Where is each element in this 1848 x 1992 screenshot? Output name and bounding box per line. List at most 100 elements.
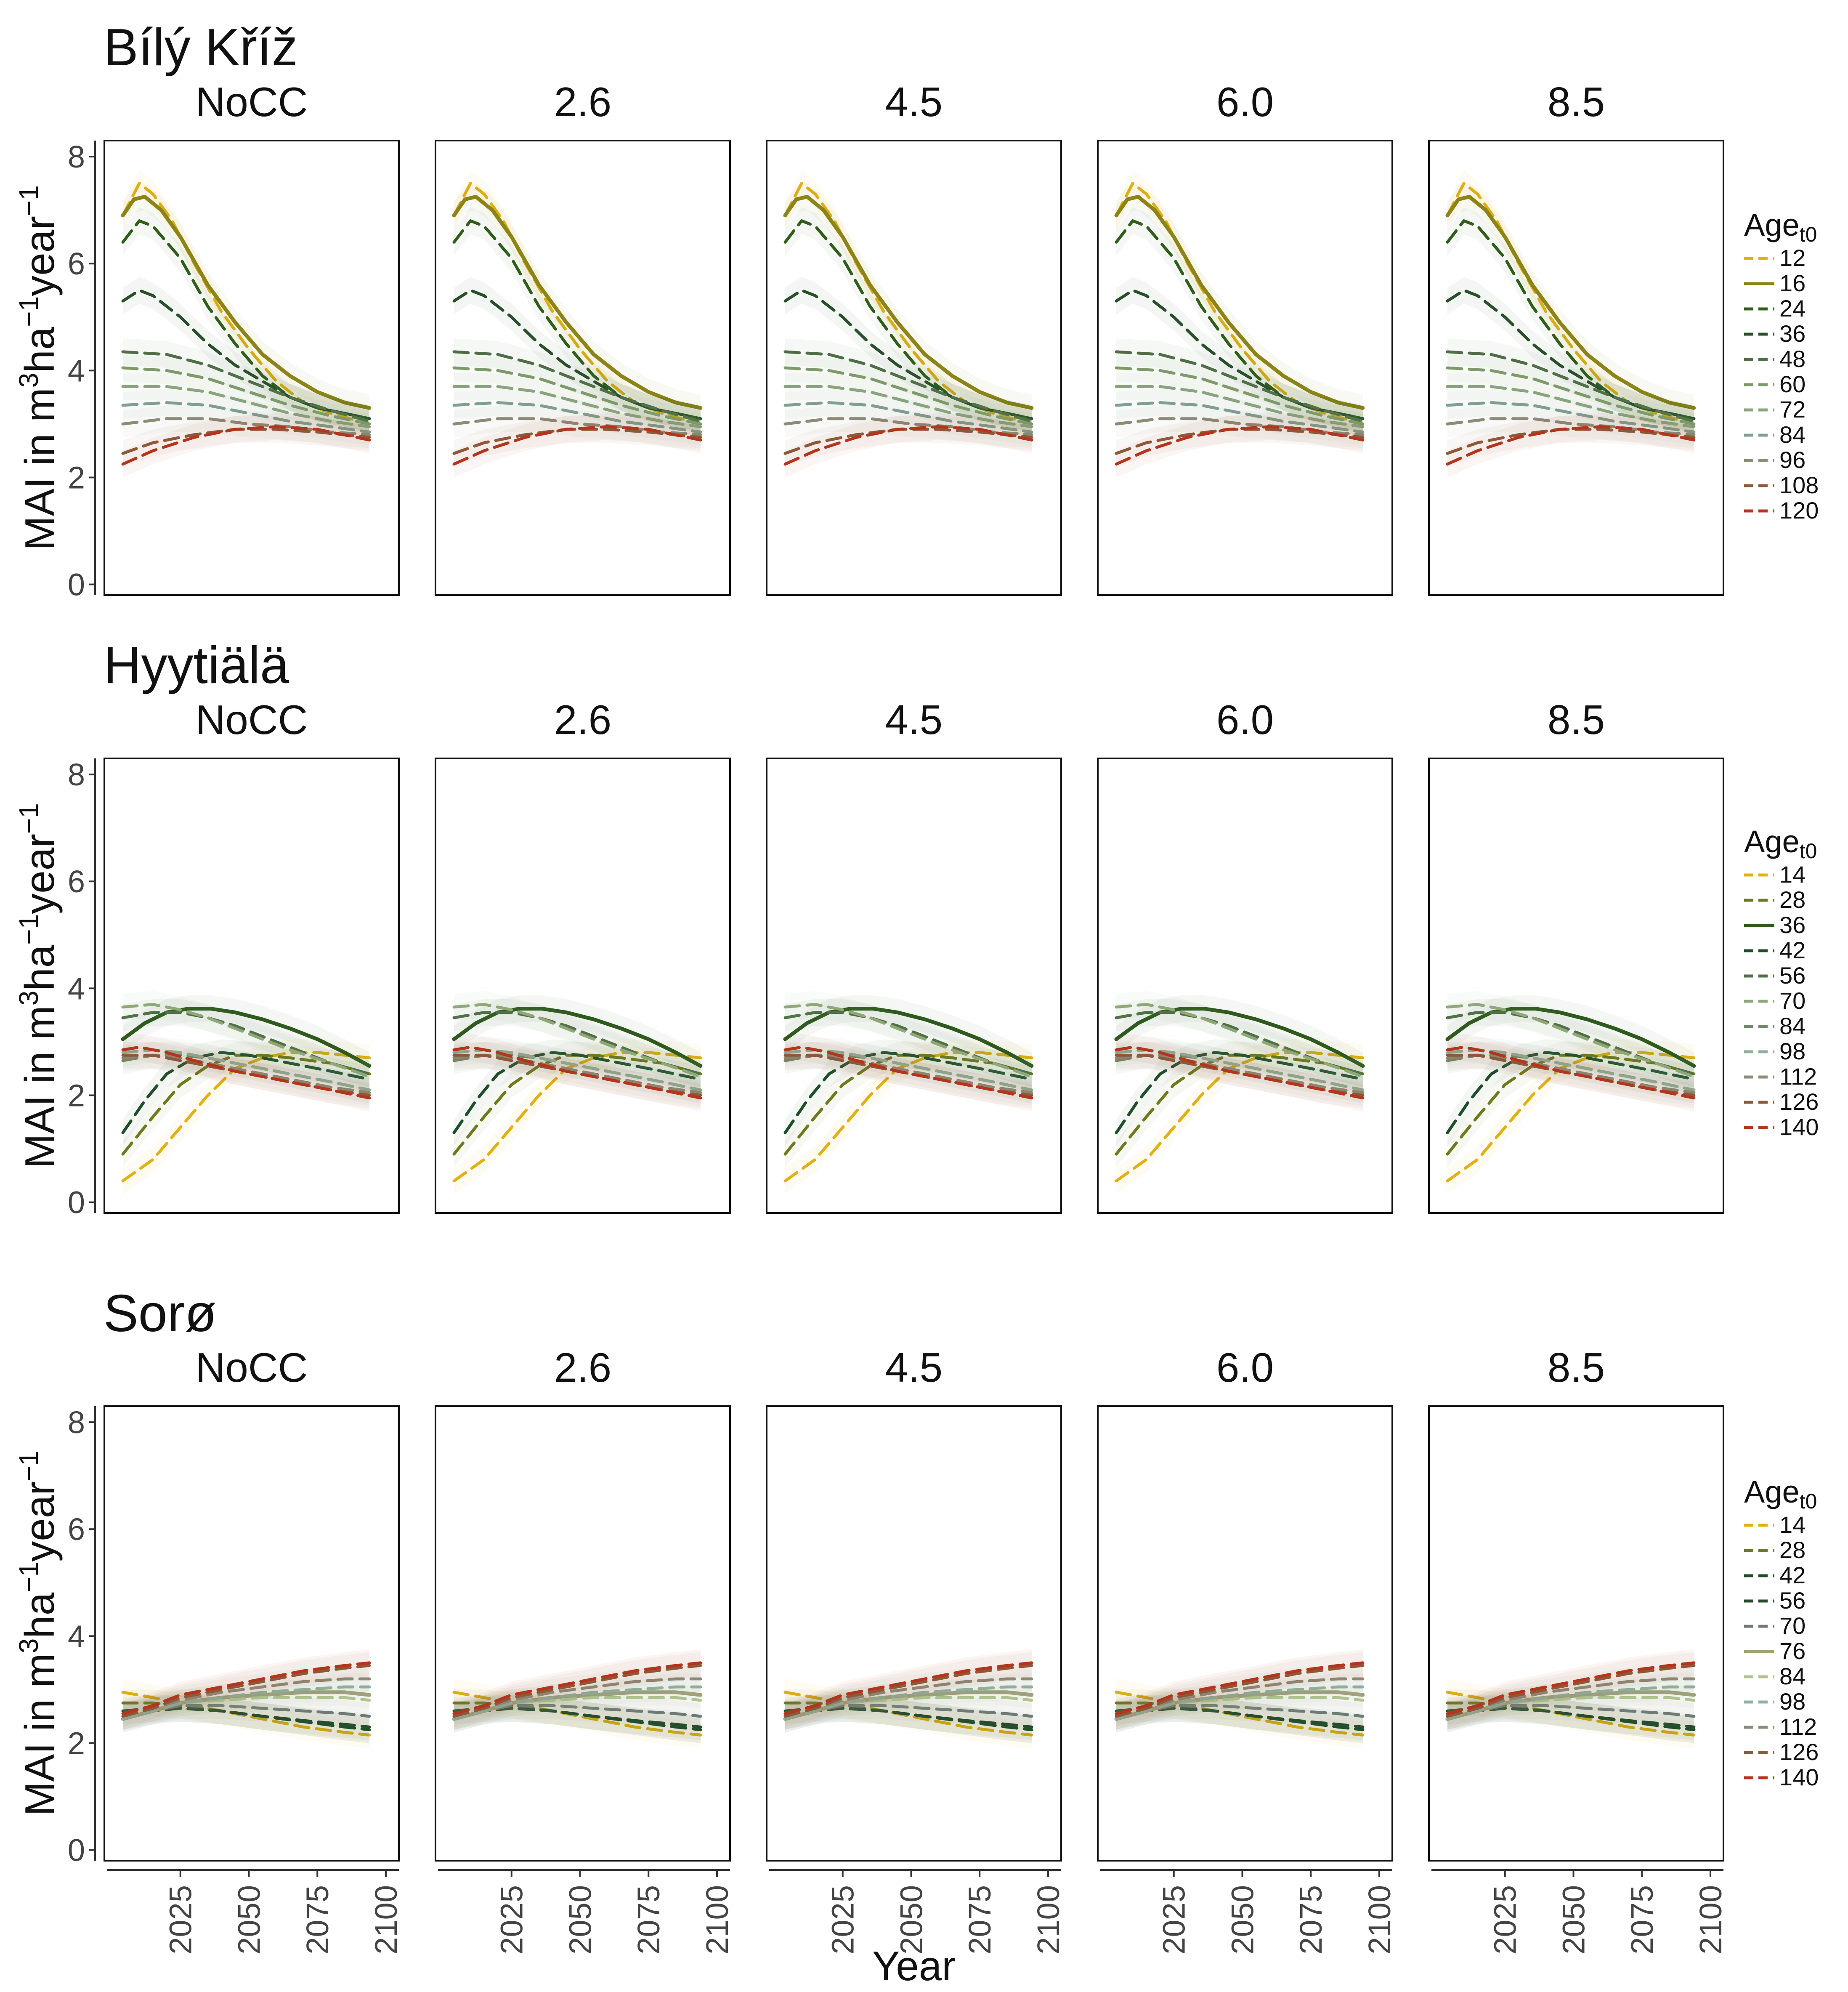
series-band-36 bbox=[454, 277, 701, 432]
series-band-120 bbox=[1447, 413, 1694, 478]
series-line-84 bbox=[783, 401, 1033, 434]
series-line-36 bbox=[1115, 289, 1365, 420]
series-line-140 bbox=[1115, 1661, 1365, 1715]
series-band-70 bbox=[1447, 991, 1694, 1090]
series-band-70 bbox=[1116, 991, 1363, 1090]
panel-title: 2.6 bbox=[554, 1344, 611, 1391]
panel-frame bbox=[1097, 1405, 1393, 1862]
y-tick-label: 4 bbox=[68, 353, 85, 388]
legend-label: 84 bbox=[1779, 1663, 1806, 1689]
series-band-140 bbox=[454, 1034, 701, 1112]
series-band-48 bbox=[1116, 338, 1363, 435]
panel-title: NoCC bbox=[196, 79, 308, 125]
series-line-36 bbox=[1446, 289, 1696, 420]
y-axis-title-part: −1 bbox=[13, 914, 44, 945]
legend-title-sub: t0 bbox=[1800, 839, 1817, 863]
series-band-70 bbox=[454, 991, 701, 1090]
series-line-120 bbox=[1446, 425, 1696, 466]
series-line-12 bbox=[783, 182, 1033, 426]
legend-label: 28 bbox=[1779, 1537, 1806, 1563]
panel-title: 8.5 bbox=[1548, 79, 1605, 125]
x-tick-label: 2025 bbox=[494, 1885, 529, 1955]
series-line-140 bbox=[1446, 1045, 1696, 1100]
panel-2.6: 2.6 bbox=[435, 697, 731, 1214]
panel-title: 4.5 bbox=[885, 1344, 943, 1391]
series-band-56 bbox=[454, 999, 701, 1088]
y-tick-label: 2 bbox=[68, 1726, 85, 1761]
x-tick-label: 2075 bbox=[1625, 1885, 1659, 1955]
y-tick-label: 8 bbox=[68, 139, 85, 174]
series-band-70 bbox=[785, 991, 1032, 1090]
series-band-140 bbox=[1116, 1034, 1363, 1112]
legend-label: 70 bbox=[1779, 987, 1806, 1014]
series-band-126 bbox=[1116, 1042, 1363, 1109]
panel-title: 2.6 bbox=[554, 697, 611, 743]
panel-2.6: 2.6 2025 2050 2075 2100 bbox=[435, 1344, 735, 1955]
legend-label: 14 bbox=[1779, 1511, 1806, 1538]
x-tick-label: 2025 bbox=[163, 1885, 198, 1955]
series-band-140 bbox=[1447, 1649, 1694, 1727]
series-line-60 bbox=[452, 366, 702, 426]
series-band-12 bbox=[454, 170, 701, 438]
site-title: Sorø bbox=[104, 1285, 217, 1343]
panel-4.5: 4.5 bbox=[766, 79, 1062, 596]
x-tick-label: 2050 bbox=[894, 1885, 929, 1955]
x-tick-label: 2100 bbox=[369, 1885, 404, 1955]
legend-label: 14 bbox=[1779, 861, 1806, 888]
y-axis-title: MAI in m3ha−1year−1 bbox=[13, 803, 63, 1168]
panel-4.5: 4.5 bbox=[766, 697, 1062, 1214]
panel-6.0: 6.0 bbox=[1097, 79, 1393, 596]
panel-frame bbox=[1097, 758, 1393, 1214]
x-tick-label: 2075 bbox=[300, 1885, 335, 1955]
series-line-28 bbox=[452, 1053, 702, 1156]
series-band-96 bbox=[1116, 405, 1363, 448]
series-line-24 bbox=[783, 219, 1033, 420]
series-line-72 bbox=[1115, 385, 1365, 428]
series-line-42 bbox=[1115, 1051, 1365, 1134]
y-tick-label: 6 bbox=[68, 1512, 85, 1547]
legend-label: 126 bbox=[1779, 1739, 1819, 1765]
panel-2.6: 2.6 bbox=[435, 79, 731, 596]
series-band-36 bbox=[123, 995, 369, 1080]
series-line-84 bbox=[452, 401, 702, 434]
panel-frame bbox=[435, 1405, 731, 1862]
legend-label: 98 bbox=[1779, 1688, 1806, 1715]
series-line-36 bbox=[452, 1007, 703, 1068]
y-axis-title-part: −1 bbox=[13, 1562, 44, 1593]
series-band-112 bbox=[123, 1042, 369, 1106]
series-band-140 bbox=[785, 1034, 1032, 1112]
series-band-140 bbox=[785, 1649, 1032, 1727]
series-band-28 bbox=[785, 1042, 1032, 1168]
series-line-126 bbox=[452, 1664, 702, 1718]
legend-title: Aget0 bbox=[1744, 207, 1817, 246]
series-band-120 bbox=[454, 413, 701, 478]
series-line-140 bbox=[783, 1661, 1033, 1715]
series-band-56 bbox=[123, 999, 369, 1088]
series-band-120 bbox=[785, 413, 1032, 478]
legend-label: 48 bbox=[1779, 346, 1806, 372]
series-band-28 bbox=[1447, 1042, 1694, 1168]
series-line-140 bbox=[121, 1661, 371, 1715]
series-line-14 bbox=[783, 1051, 1033, 1183]
series-band-12 bbox=[1116, 170, 1363, 438]
y-axis-title-part: ha bbox=[16, 1592, 63, 1638]
series-line-42 bbox=[121, 1051, 371, 1134]
y-tick-label: 4 bbox=[68, 1619, 85, 1654]
y-tick-label: 0 bbox=[68, 1185, 85, 1220]
series-line-36 bbox=[1114, 1007, 1365, 1068]
series-line-60 bbox=[121, 366, 371, 426]
series-line-120 bbox=[1115, 425, 1365, 466]
legend-label: 96 bbox=[1779, 447, 1806, 473]
series-line-36 bbox=[121, 1007, 372, 1068]
x-tick-label: 2025 bbox=[1488, 1885, 1523, 1955]
panel-frame bbox=[1428, 140, 1724, 596]
y-tick-label: 0 bbox=[68, 1833, 85, 1868]
series-line-28 bbox=[783, 1053, 1033, 1156]
series-band-112 bbox=[454, 1042, 701, 1106]
panel-frame bbox=[1097, 140, 1393, 596]
series-band-112 bbox=[1116, 1042, 1363, 1106]
series-band-56 bbox=[1116, 999, 1363, 1088]
series-line-28 bbox=[121, 1053, 371, 1156]
